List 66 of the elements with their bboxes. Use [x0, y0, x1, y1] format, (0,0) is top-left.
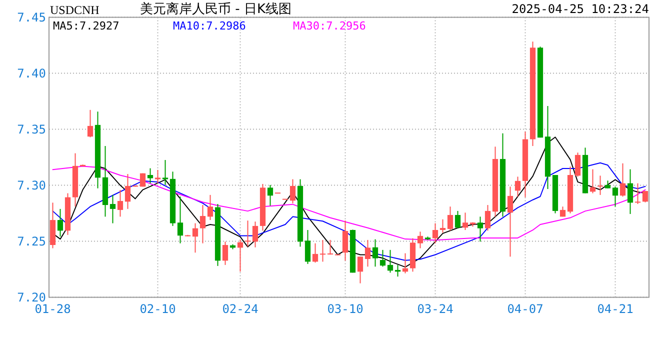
candlestick	[267, 184, 274, 206]
candlestick	[462, 212, 468, 230]
candlestick	[357, 256, 364, 284]
candlestick	[364, 239, 371, 268]
candlestick	[447, 206, 454, 232]
candlestick	[177, 196, 184, 244]
y-tick-label: 7.30	[17, 178, 46, 192]
candlestick	[620, 162, 626, 198]
candlestick	[507, 186, 514, 258]
candlestick	[320, 239, 326, 262]
text: USDCNH	[50, 3, 100, 17]
x-tick-label: 02-10	[140, 302, 176, 316]
y-tick-label: 7.20	[17, 290, 46, 304]
candlestick	[117, 190, 124, 218]
candlestick	[87, 109, 94, 138]
candlestick	[597, 175, 604, 196]
candlestick	[642, 190, 648, 203]
y-tick-label: 7.35	[17, 122, 46, 136]
text: MA30:7.2956	[293, 19, 366, 32]
candlestick	[514, 176, 521, 198]
candlestick	[417, 231, 424, 249]
y-tick-label: 7.40	[17, 66, 46, 80]
candlestick	[380, 249, 386, 268]
candlestick	[372, 238, 378, 268]
candlestick	[200, 204, 206, 244]
text: 2025-04-25 10:23:24	[512, 2, 649, 16]
candlestick	[327, 239, 334, 256]
candlestick	[162, 159, 168, 186]
candlestick	[124, 173, 131, 210]
candlestick	[454, 210, 461, 229]
candlestick	[440, 218, 446, 234]
text: MA10:7.2986	[173, 19, 246, 32]
y-tick-label: 7.25	[17, 234, 46, 248]
candlestick	[627, 168, 634, 214]
candlestick	[252, 221, 258, 248]
x-tick-label: 03-10	[327, 302, 364, 316]
candlestick	[192, 222, 198, 254]
x-tick-label: 04-07	[507, 302, 544, 316]
candlestick	[147, 168, 154, 184]
line-series	[52, 166, 646, 241]
candlestick	[57, 208, 64, 238]
candlestick	[387, 249, 394, 274]
candlestick	[237, 239, 244, 272]
candlestick	[304, 229, 311, 264]
candlestick	[612, 186, 618, 208]
candlestick	[634, 182, 641, 205]
candlestick	[110, 194, 116, 224]
candlestick	[207, 194, 214, 221]
candlestick	[312, 242, 318, 264]
x-tick-label: 04-21	[597, 302, 634, 316]
candlestick	[574, 152, 581, 178]
x-tick-label: 03-24	[417, 302, 454, 316]
x-tick-label: 01-28	[34, 302, 71, 316]
candlestick	[154, 169, 161, 184]
candlestick	[484, 204, 491, 232]
candlestick	[222, 241, 228, 266]
candlestick	[342, 220, 348, 262]
candlestick	[244, 220, 251, 248]
candlestick	[432, 222, 438, 244]
text: MA5:7.2927	[53, 19, 120, 32]
candlestick	[290, 178, 296, 204]
candlestick	[590, 168, 596, 194]
chart-title: 美元离岸人民币 - 日K线图	[140, 1, 292, 17]
candlestick	[477, 216, 484, 242]
x-tick-label: 02-24	[222, 302, 258, 316]
y-tick-label: 7.45	[17, 10, 46, 24]
